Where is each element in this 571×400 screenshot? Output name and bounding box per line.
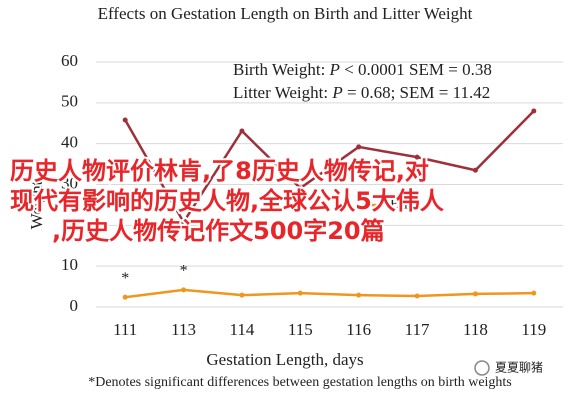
watermark-text: 夏夏聊猪 [495, 361, 543, 375]
legend-label: Birth [390, 196, 421, 212]
x-tick-label: 115 [288, 320, 313, 339]
point [122, 294, 128, 300]
series-line [124, 110, 535, 225]
stats-line: Birth Weight: P < 0.0001 SEM = 0.38 [233, 60, 492, 79]
point [472, 291, 478, 297]
x-tick-label: 119 [521, 320, 546, 339]
x-tick-label: 113 [171, 320, 196, 339]
point [181, 287, 187, 293]
chart-title: Effects on Gestation Length on Birth and… [98, 4, 473, 23]
y-tick-label: 30 [61, 173, 78, 192]
overlay-text: ,历史人物传记作文500字20篇 [52, 217, 385, 245]
x-tick-label: 114 [230, 320, 255, 339]
point [531, 290, 537, 296]
stats-part: = 0.68; SEM = 11.42 [343, 83, 490, 102]
y-tick-label: 50 [61, 92, 78, 111]
stats-part: Birth Weight: [233, 60, 330, 79]
overlay-text: 历史人物评价林肯,了8历史人物传记,对 [10, 157, 429, 185]
x-tick-label: 116 [346, 320, 371, 339]
annotation: * [121, 270, 129, 287]
y-tick-label: 60 [61, 51, 78, 70]
stats-part: P [329, 60, 340, 79]
y-tick-label: 20 [61, 214, 78, 233]
y-tick-label: 40 [61, 133, 78, 152]
x-tick-label: 117 [405, 320, 430, 339]
annotation: * [180, 263, 188, 280]
point [472, 167, 478, 173]
watermark-icon [474, 360, 490, 376]
y-tick-label: 0 [70, 296, 79, 315]
x-tick-label: 118 [463, 320, 488, 339]
point [239, 292, 245, 298]
point [239, 128, 245, 134]
series-line [125, 288, 534, 299]
x-axis-label: Gestation Length, days [206, 350, 363, 369]
x-tick-label: 111 [113, 320, 137, 339]
watermark: 夏夏聊猪 [474, 360, 543, 376]
point [122, 117, 128, 123]
stats-part: Litter Weight: [233, 83, 332, 102]
y-axis-label: Weight [27, 180, 46, 229]
footnote: *Denotes significant differences between… [88, 375, 512, 390]
point [181, 219, 187, 225]
stats-part: < 0.0001 SEM = 0.38 [340, 60, 492, 79]
point [414, 154, 420, 160]
point [356, 292, 362, 298]
point [297, 185, 303, 191]
point [356, 144, 362, 150]
overlay-text: 现代有影响的历史人物,全球公认5大伟人 [10, 187, 444, 215]
point [414, 293, 420, 299]
stats-part: P [331, 83, 342, 102]
y-tick-label: 10 [61, 255, 78, 274]
point [297, 290, 303, 296]
stats-line: Litter Weight: P = 0.68; SEM = 11.42 [233, 83, 490, 102]
point [531, 108, 537, 114]
